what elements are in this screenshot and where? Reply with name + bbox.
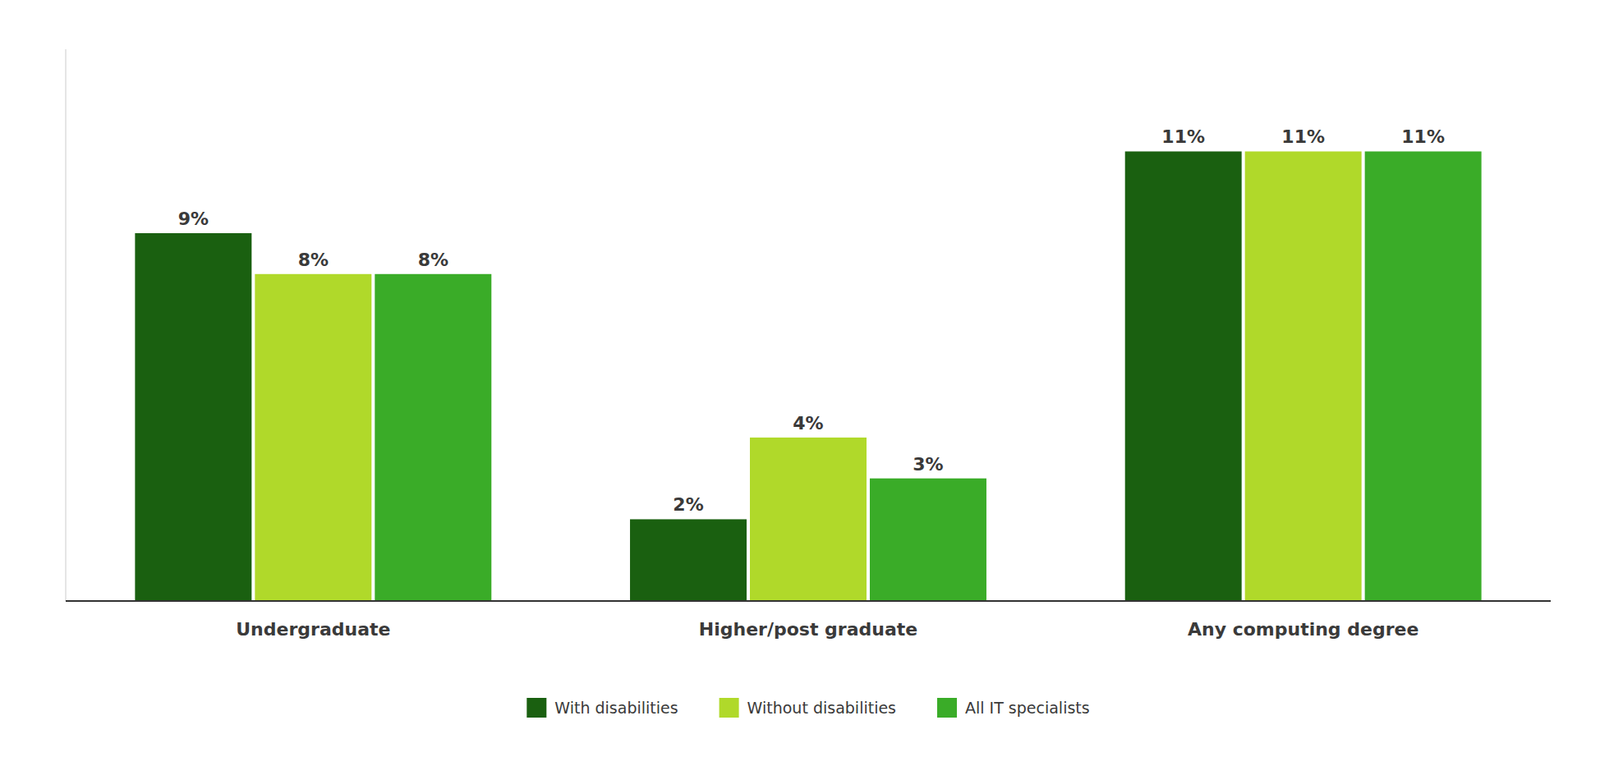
x-axis-line [65, 600, 1551, 603]
data-label: 2% [672, 494, 704, 515]
legend-item: With disabilities [526, 698, 678, 718]
legend-label: Without disabilities [747, 698, 897, 718]
data-label: 3% [912, 454, 943, 475]
data-label: 11% [1161, 126, 1205, 148]
legend-swatch [719, 698, 740, 718]
bar [374, 274, 492, 602]
x-tick-label: Higher/post graduate [698, 619, 918, 640]
y-axis-line [65, 49, 67, 602]
bar [1125, 151, 1242, 602]
bar [134, 233, 252, 602]
bar [1365, 151, 1482, 602]
bars [134, 151, 1481, 602]
data-label: 9% [178, 208, 209, 230]
bar [254, 274, 372, 602]
data-labels: 9% 2% 11% 8% 4% 11% 8% 3% 11% [178, 126, 1445, 515]
chart-svg: 9% 2% 11% 8% 4% 11% 8% 3% 11% Undergraduate Higher… [0, 0, 1600, 757]
bar [629, 519, 747, 602]
data-label: 8% [298, 249, 329, 271]
legend-swatch [526, 698, 547, 718]
legend-label: With disabilities [554, 698, 678, 718]
legend-swatch [937, 698, 957, 718]
data-label: 4% [792, 413, 823, 434]
x-tick-label: Any computing degree [1187, 619, 1419, 640]
x-tick-label: Undergraduate [235, 619, 391, 640]
chart-container: 9% 2% 11% 8% 4% 11% 8% 3% 11% Undergraduate Higher… [0, 0, 1600, 757]
data-label: 11% [1281, 126, 1325, 148]
bar [869, 478, 987, 602]
legend-item: Without disabilities [719, 698, 897, 718]
bar [749, 437, 867, 602]
legend: With disabilities Without disabilities All… [526, 698, 1090, 718]
data-label: 11% [1401, 126, 1445, 148]
x-tick-labels: Undergraduate Higher/post graduate Any com… [235, 619, 1419, 640]
legend-item: All IT specialists [937, 698, 1090, 718]
legend-label: All IT specialists [965, 698, 1090, 718]
bar [1245, 151, 1362, 602]
data-label: 8% [418, 249, 449, 271]
